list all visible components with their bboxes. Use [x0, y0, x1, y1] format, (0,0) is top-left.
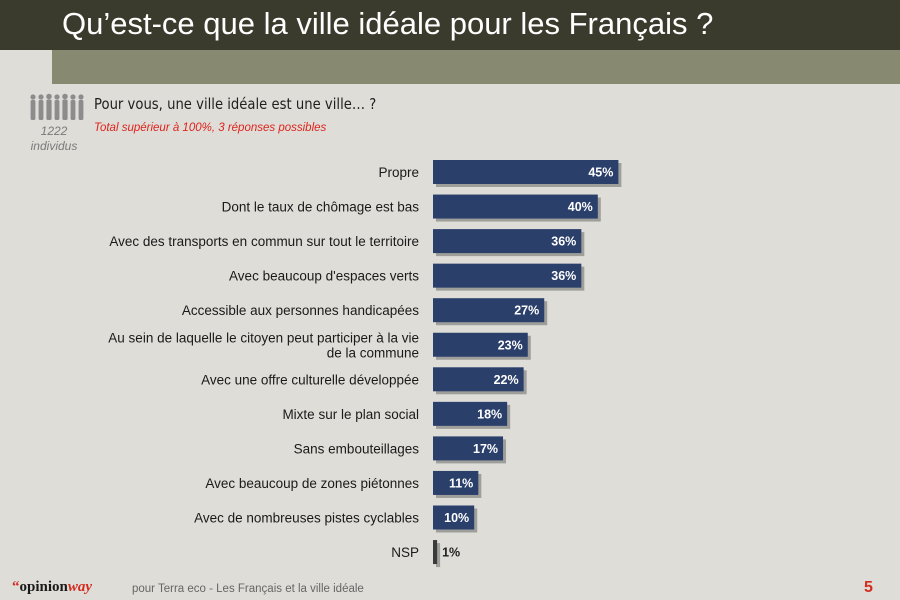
category-label: Avec beaucoup d'espaces verts: [229, 269, 419, 284]
survey-question: Pour vous, une ville idéale est une vill…: [94, 95, 377, 113]
logo-accent: way: [67, 579, 93, 595]
page-number: 5: [864, 579, 873, 596]
bar: [433, 367, 524, 392]
slide-title: Qu’est-ce que la ville idéale pour les F…: [62, 6, 714, 41]
bar-shadow: [436, 543, 441, 568]
data-label: 45%: [588, 166, 613, 180]
bar: [433, 401, 508, 426]
bar: [433, 505, 475, 530]
bar: [433, 298, 545, 323]
data-label: 17%: [473, 442, 498, 456]
bar: [433, 194, 598, 219]
sample-count: 1222 individus: [24, 124, 84, 154]
footer-text: pour Terra eco - Les Français et la vill…: [132, 583, 364, 595]
people-icon: [30, 93, 84, 120]
category-label: Mixte sur le plan social: [282, 407, 419, 422]
category-label: Avec des transports en commun sur tout l…: [109, 234, 419, 249]
category-label: Propre: [378, 165, 419, 180]
category-label: Avec de nombreuses pistes cyclables: [194, 511, 419, 526]
data-label: 23%: [498, 338, 523, 352]
bar: [433, 436, 504, 461]
opinionway-logo: “opinionway: [12, 579, 92, 596]
logo-main: opinion: [19, 579, 68, 595]
response-note: Total supérieur à 100%, 3 réponses possi…: [94, 122, 327, 134]
bar: [433, 470, 479, 495]
bar: [433, 160, 619, 184]
sample-count-number: 1222: [40, 124, 68, 138]
data-label: 10%: [444, 511, 469, 525]
category-label: Avec une offre culturelle développée: [201, 372, 419, 387]
bar: [433, 540, 438, 565]
data-label: 18%: [477, 407, 502, 421]
category-label: Accessible aux personnes handicapées: [182, 303, 419, 318]
bar: [433, 229, 582, 254]
bar-chart: 45% Propre 40% Dont le taux de chômage est …: [108, 160, 622, 568]
data-label: 11%: [449, 476, 473, 490]
data-label: 40%: [568, 200, 593, 214]
category-label: Au sein de laquelle le citoyen peut part…: [108, 330, 419, 345]
title-bar: [0, 0, 900, 50]
bar: [433, 332, 528, 357]
category-label: de la commune: [327, 345, 419, 360]
category-label: Avec beaucoup de zones piétonnes: [205, 476, 419, 491]
category-label: NSP: [391, 545, 419, 560]
data-label: 36%: [551, 269, 576, 283]
title-accent: [0, 50, 52, 84]
title-subbar: [52, 50, 900, 84]
category-label: Dont le taux de chômage est bas: [222, 200, 420, 215]
logo-quote: “: [12, 579, 20, 595]
data-label: 22%: [494, 373, 519, 387]
category-label: Sans embouteillages: [294, 441, 420, 456]
data-label: 1%: [442, 546, 460, 560]
data-label: 27%: [514, 304, 539, 318]
data-label: 36%: [551, 235, 576, 249]
sample-count-unit: individus: [30, 139, 78, 153]
bar: [433, 263, 582, 288]
